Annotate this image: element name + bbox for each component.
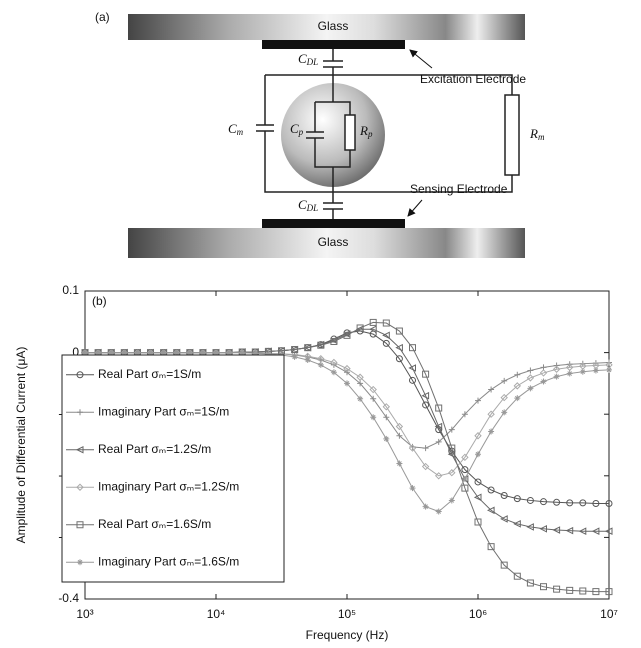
electrode bbox=[262, 219, 405, 228]
legend-label: Imaginary Part σₘ=1S/m bbox=[98, 404, 229, 418]
x-tick-label: 10⁴ bbox=[207, 607, 226, 621]
annotation: (b) bbox=[92, 294, 107, 308]
y-axis-label: Amplitude of Differential Current (μA) bbox=[14, 347, 28, 544]
legend-box bbox=[62, 355, 284, 582]
x-tick-label: 10⁷ bbox=[600, 607, 618, 621]
x-tick-label: 10⁶ bbox=[469, 607, 487, 621]
electrode bbox=[262, 40, 405, 49]
glass-label: Glass bbox=[318, 19, 349, 33]
y-tick-label: 0.1 bbox=[62, 283, 79, 297]
legend: Real Part σₘ=1S/m Imaginary Part σₘ=1S/m R… bbox=[62, 355, 284, 582]
diagram: (a) Glass Glass CDL CDL Cm Cp Rp Rm Exci… bbox=[95, 10, 545, 258]
x-axis-label: Frequency (Hz) bbox=[306, 628, 389, 642]
component-label: CDL bbox=[298, 197, 318, 213]
legend-label: Real Part σₘ=1S/m bbox=[98, 367, 201, 381]
arrow bbox=[408, 200, 422, 216]
resistor bbox=[505, 95, 519, 175]
glass-label: Glass bbox=[318, 235, 349, 249]
component-label: CDL bbox=[298, 51, 318, 67]
panel-label: (a) bbox=[95, 10, 110, 24]
component-label: Cm bbox=[228, 121, 244, 137]
component-label: Rm bbox=[529, 126, 545, 142]
y-tick-label: -0.4 bbox=[58, 591, 79, 605]
electrode-label: Sensing Electrode bbox=[410, 182, 508, 196]
legend-label: Real Part σₘ=1.2S/m bbox=[98, 442, 211, 456]
arrow bbox=[410, 50, 432, 68]
legend-label: Imaginary Part σₘ=1.2S/m bbox=[98, 479, 239, 493]
legend-label: Imaginary Part σₘ=1.6S/m bbox=[98, 554, 239, 568]
x-tick-label: 10⁵ bbox=[338, 607, 356, 621]
figure: (a) Glass Glass CDL CDL Cm Cp Rp Rm Exci… bbox=[0, 0, 641, 648]
chart: (b) Frequency (Hz) Amplitude of Differen… bbox=[14, 283, 618, 642]
legend-label: Real Part σₘ=1.6S/m bbox=[98, 517, 211, 531]
electrode-label: Excitation Electrode bbox=[420, 72, 526, 86]
x-tick-label: 10³ bbox=[76, 607, 93, 621]
resistor bbox=[345, 115, 355, 150]
